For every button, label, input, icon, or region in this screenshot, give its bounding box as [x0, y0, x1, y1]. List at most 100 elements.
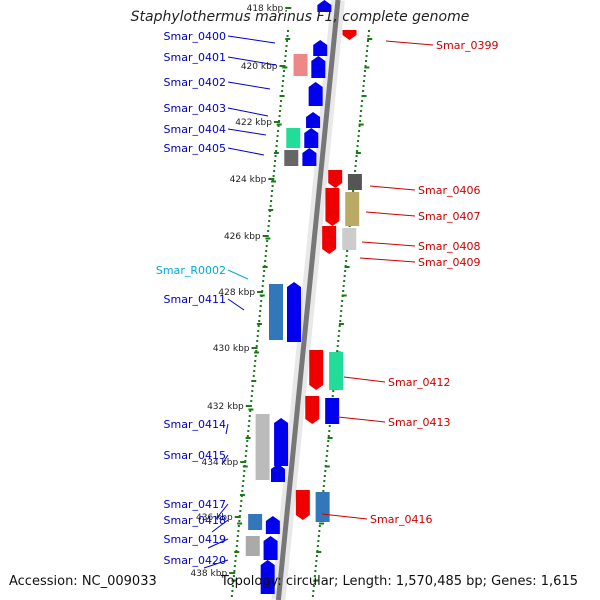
left-ruler-tick — [231, 579, 237, 582]
gene-block — [308, 82, 323, 106]
left-ruler-dot — [257, 330, 260, 332]
left-ruler-dot — [267, 225, 270, 227]
gene-block — [286, 128, 301, 148]
gene-label-reverse: Smar_0416 — [370, 513, 432, 526]
right-ruler-dot — [326, 445, 329, 447]
right-ruler-dot — [356, 150, 359, 152]
gene-block-shape — [260, 560, 275, 594]
right-ruler-dot — [355, 160, 358, 162]
gene-block — [313, 40, 328, 56]
right-ruler-dot — [359, 115, 362, 117]
right-ruler-dot — [317, 540, 320, 542]
right-ruler-dot — [337, 335, 340, 337]
right-ruler-dot — [367, 35, 370, 37]
right-ruler-dot — [354, 165, 357, 167]
kbp-tick — [251, 347, 258, 349]
right-ruler-dot — [364, 65, 367, 67]
left-ruler-dot — [262, 275, 265, 277]
left-ruler-dot — [277, 125, 280, 127]
left-ruler-dot — [250, 400, 253, 402]
left-ruler-dot — [257, 325, 260, 327]
right-ruler-dot — [312, 585, 315, 587]
right-ruler-dot — [339, 320, 342, 322]
right-ruler-dot — [318, 530, 321, 532]
gene-label-forward: Smar_0401 — [164, 51, 226, 64]
gene-block — [255, 414, 270, 480]
gene-label-forward: Smar_0411 — [164, 293, 226, 306]
gene-label-leader — [365, 211, 416, 217]
kbp-label: 426 kbp — [224, 232, 261, 242]
left-ruler-dot — [241, 485, 244, 487]
left-ruler-dot — [281, 90, 284, 92]
right-ruler-dot — [313, 575, 316, 577]
left-ruler-dot — [274, 160, 277, 162]
gene-block-shape — [255, 414, 270, 480]
left-ruler-dot — [267, 230, 270, 232]
left-ruler-dot — [273, 165, 276, 167]
left-ruler-dot — [282, 80, 285, 82]
left-ruler-dot — [258, 320, 261, 322]
right-ruler-dot — [365, 60, 368, 62]
right-ruler-dot — [316, 545, 319, 547]
right-ruler-dot — [315, 560, 318, 562]
gene-label-forward: Smar_0420 — [164, 554, 226, 567]
gene-block-shape — [306, 112, 321, 128]
right-ruler-dot — [341, 300, 344, 302]
gene-block — [325, 188, 340, 226]
left-ruler-tick — [237, 522, 243, 525]
left-ruler-dot — [244, 455, 247, 457]
left-ruler-dot — [273, 170, 276, 172]
gene-block — [342, 30, 357, 40]
right-ruler-dot — [311, 595, 314, 597]
gene-block-shape — [305, 396, 320, 424]
left-ruler-dot — [275, 150, 278, 152]
left-ruler-dot — [235, 545, 238, 547]
left-ruler-tick — [276, 123, 282, 126]
left-ruler-dot — [230, 595, 233, 597]
kbp-tick — [234, 516, 241, 518]
right-ruler-tick — [367, 38, 373, 40]
left-ruler-dot — [272, 175, 275, 177]
gene-block — [263, 536, 278, 560]
gene-block — [317, 0, 332, 12]
genome-backbone — [275, 0, 341, 600]
left-ruler-dot — [242, 475, 245, 477]
right-ruler-dot — [340, 305, 343, 307]
right-ruler-dot — [354, 170, 357, 172]
left-ruler-dot — [232, 575, 235, 577]
gene-label-leader — [321, 513, 368, 520]
left-ruler-dot — [251, 390, 254, 392]
left-ruler-dot — [263, 270, 266, 272]
kbp-label: 432 kbp — [207, 402, 244, 412]
gene-block — [305, 396, 320, 424]
left-ruler-dot — [233, 570, 236, 572]
left-ruler-dot — [276, 135, 279, 137]
left-ruler-dot — [243, 470, 246, 472]
left-ruler-tick — [285, 38, 291, 40]
gene-block-shape — [328, 170, 343, 188]
gene-label-forward: Smar_0402 — [164, 76, 226, 89]
left-ruler-tick — [251, 380, 257, 382]
left-ruler-tick — [273, 152, 279, 154]
left-ruler-tick — [282, 66, 288, 69]
left-ruler-dot — [245, 450, 248, 452]
left-ruler-tick — [262, 266, 268, 268]
right-ruler-dot — [338, 325, 341, 327]
gene-block-shape — [311, 56, 326, 78]
gene-label-forward: Smar_0400 — [164, 30, 226, 43]
left-ruler-dot — [234, 560, 237, 562]
left-ruler-dot — [231, 590, 234, 592]
left-ruler-dot — [274, 155, 277, 157]
gene-label-leader — [361, 241, 416, 247]
gene-block — [309, 350, 324, 390]
left-ruler-dot — [254, 355, 257, 357]
right-ruler-dot — [340, 310, 343, 312]
right-ruler-dot — [336, 350, 339, 352]
gene-block-shape — [313, 40, 328, 56]
right-ruler-tick — [364, 66, 370, 69]
right-ruler-dot — [363, 80, 366, 82]
gene-block — [245, 536, 260, 556]
gene-block — [271, 464, 286, 482]
right-ruler-dot — [315, 555, 318, 557]
right-ruler-dot — [328, 430, 331, 432]
